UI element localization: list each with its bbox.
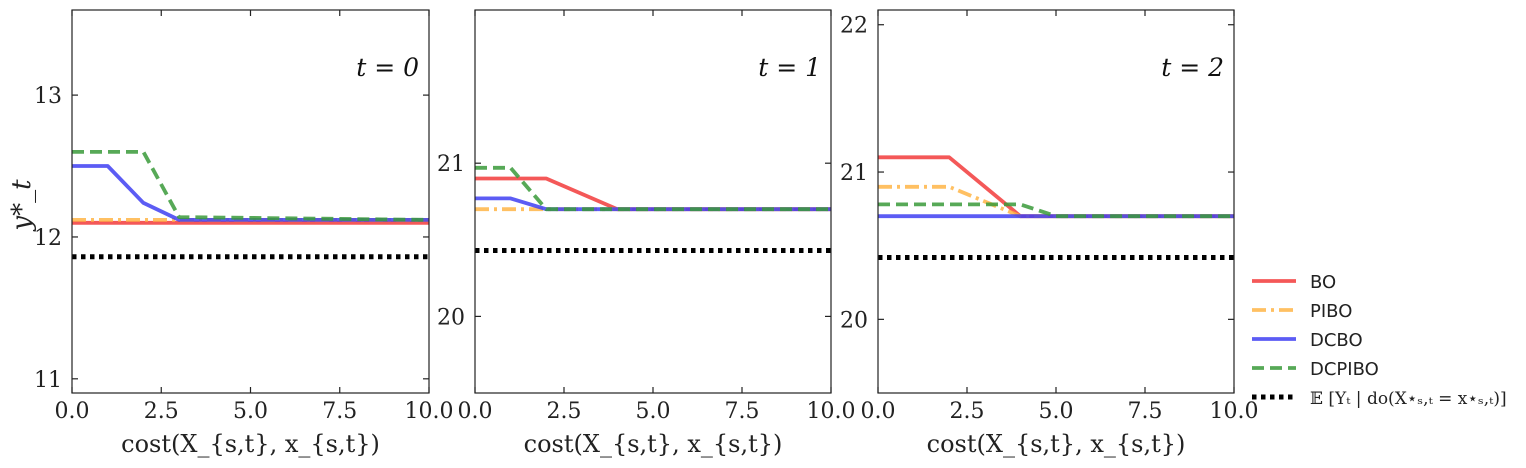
- series-line-dcbo: [475, 196, 831, 212]
- y-tick-label: 11: [34, 368, 62, 393]
- series-line-dcbo: [72, 164, 429, 222]
- legend: BO PIBO DCBO DCPIBO 𝔼 [Yₜ | do(X⋆ₛ,ₜ = x⋆ₛ,ₜ…: [1252, 272, 1507, 409]
- x-tick-label: 2.5: [144, 399, 179, 424]
- legend-entry: DCBO: [1252, 330, 1363, 351]
- y-tick-label: 20: [437, 305, 465, 330]
- legend-label: DCBO: [1310, 330, 1363, 351]
- x-tick-label: 5.0: [636, 399, 671, 424]
- legend-label: BO: [1310, 272, 1336, 293]
- x-tick-label: 7.5: [725, 399, 760, 424]
- panel-2: 0.0 2.5 5.0 7.5 10.0 20 21 22 t = 2 cost(X_{s,t},…: [840, 9, 1259, 458]
- series-lines: [475, 165, 831, 253]
- series-line-dcpibo: [72, 149, 429, 222]
- y-tick-label: 21: [840, 161, 868, 186]
- legend-entry: 𝔼 [Yₜ | do(X⋆ₛ,ₜ = x⋆ₛ,ₜ)]: [1252, 389, 1507, 409]
- x-tick-label: 0.0: [55, 399, 90, 424]
- x-axis-label: cost(X_{s,t}, x_{s,t}): [927, 430, 1186, 458]
- x-tick-label: 10.0: [807, 399, 856, 424]
- legend-label: PIBO: [1310, 301, 1352, 322]
- x-tick-label: 7.5: [322, 399, 357, 424]
- legend-entry: DCPIBO: [1252, 359, 1379, 380]
- time-step-annotation: t = 0: [356, 53, 419, 82]
- legend-entry: PIBO: [1252, 301, 1352, 322]
- x-tick-label: 10.0: [1210, 399, 1259, 424]
- time-step-annotation: t = 2: [1161, 53, 1224, 82]
- series-line-pibo: [878, 184, 1234, 219]
- y-axis-label: y*_t: [7, 179, 37, 232]
- x-tick-label: 2.5: [547, 399, 582, 424]
- legend-entry: BO: [1252, 272, 1336, 293]
- y-tick-label: 12: [34, 226, 62, 251]
- y-tick-label: 21: [437, 152, 465, 177]
- x-tick-label: 5.0: [1039, 399, 1074, 424]
- panel-1: 0.0 2.5 5.0 7.5 10.0 20 21 t = 1 cost(X_{s,t}, x…: [437, 9, 856, 458]
- x-axis-label: cost(X_{s,t}, x_{s,t}): [524, 430, 783, 458]
- x-tick-label: 7.5: [1128, 399, 1163, 424]
- y-tick-label: 13: [34, 84, 62, 109]
- legend-label: 𝔼 [Yₜ | do(X⋆ₛ,ₜ = x⋆ₛ,ₜ)]: [1310, 389, 1507, 409]
- x-tick-label: 5.0: [233, 399, 268, 424]
- panels: 0.0 2.5 5.0 7.5 10.0 11 12 13 t = 0 cost(X_{s,t},…: [7, 9, 1259, 458]
- y-tick-label: 20: [840, 308, 868, 333]
- time-step-annotation: t = 1: [758, 53, 821, 82]
- x-tick-label: 0.0: [861, 399, 896, 424]
- legend-label: DCPIBO: [1310, 359, 1379, 380]
- panel-0: 0.0 2.5 5.0 7.5 10.0 11 12 13 t = 0 cost(X_{s,t},…: [7, 9, 454, 458]
- series-line-bo: [878, 155, 1234, 219]
- y-tick-label: 22: [840, 14, 868, 39]
- x-tick-label: 0.0: [458, 399, 493, 424]
- series-lines: [878, 155, 1234, 260]
- x-tick-label: 2.5: [950, 399, 985, 424]
- x-tick-label: 10.0: [405, 399, 454, 424]
- series-lines: [72, 149, 429, 260]
- series-line-dcpibo: [475, 165, 831, 212]
- x-axis-label: cost(X_{s,t}, x_{s,t}): [121, 430, 380, 458]
